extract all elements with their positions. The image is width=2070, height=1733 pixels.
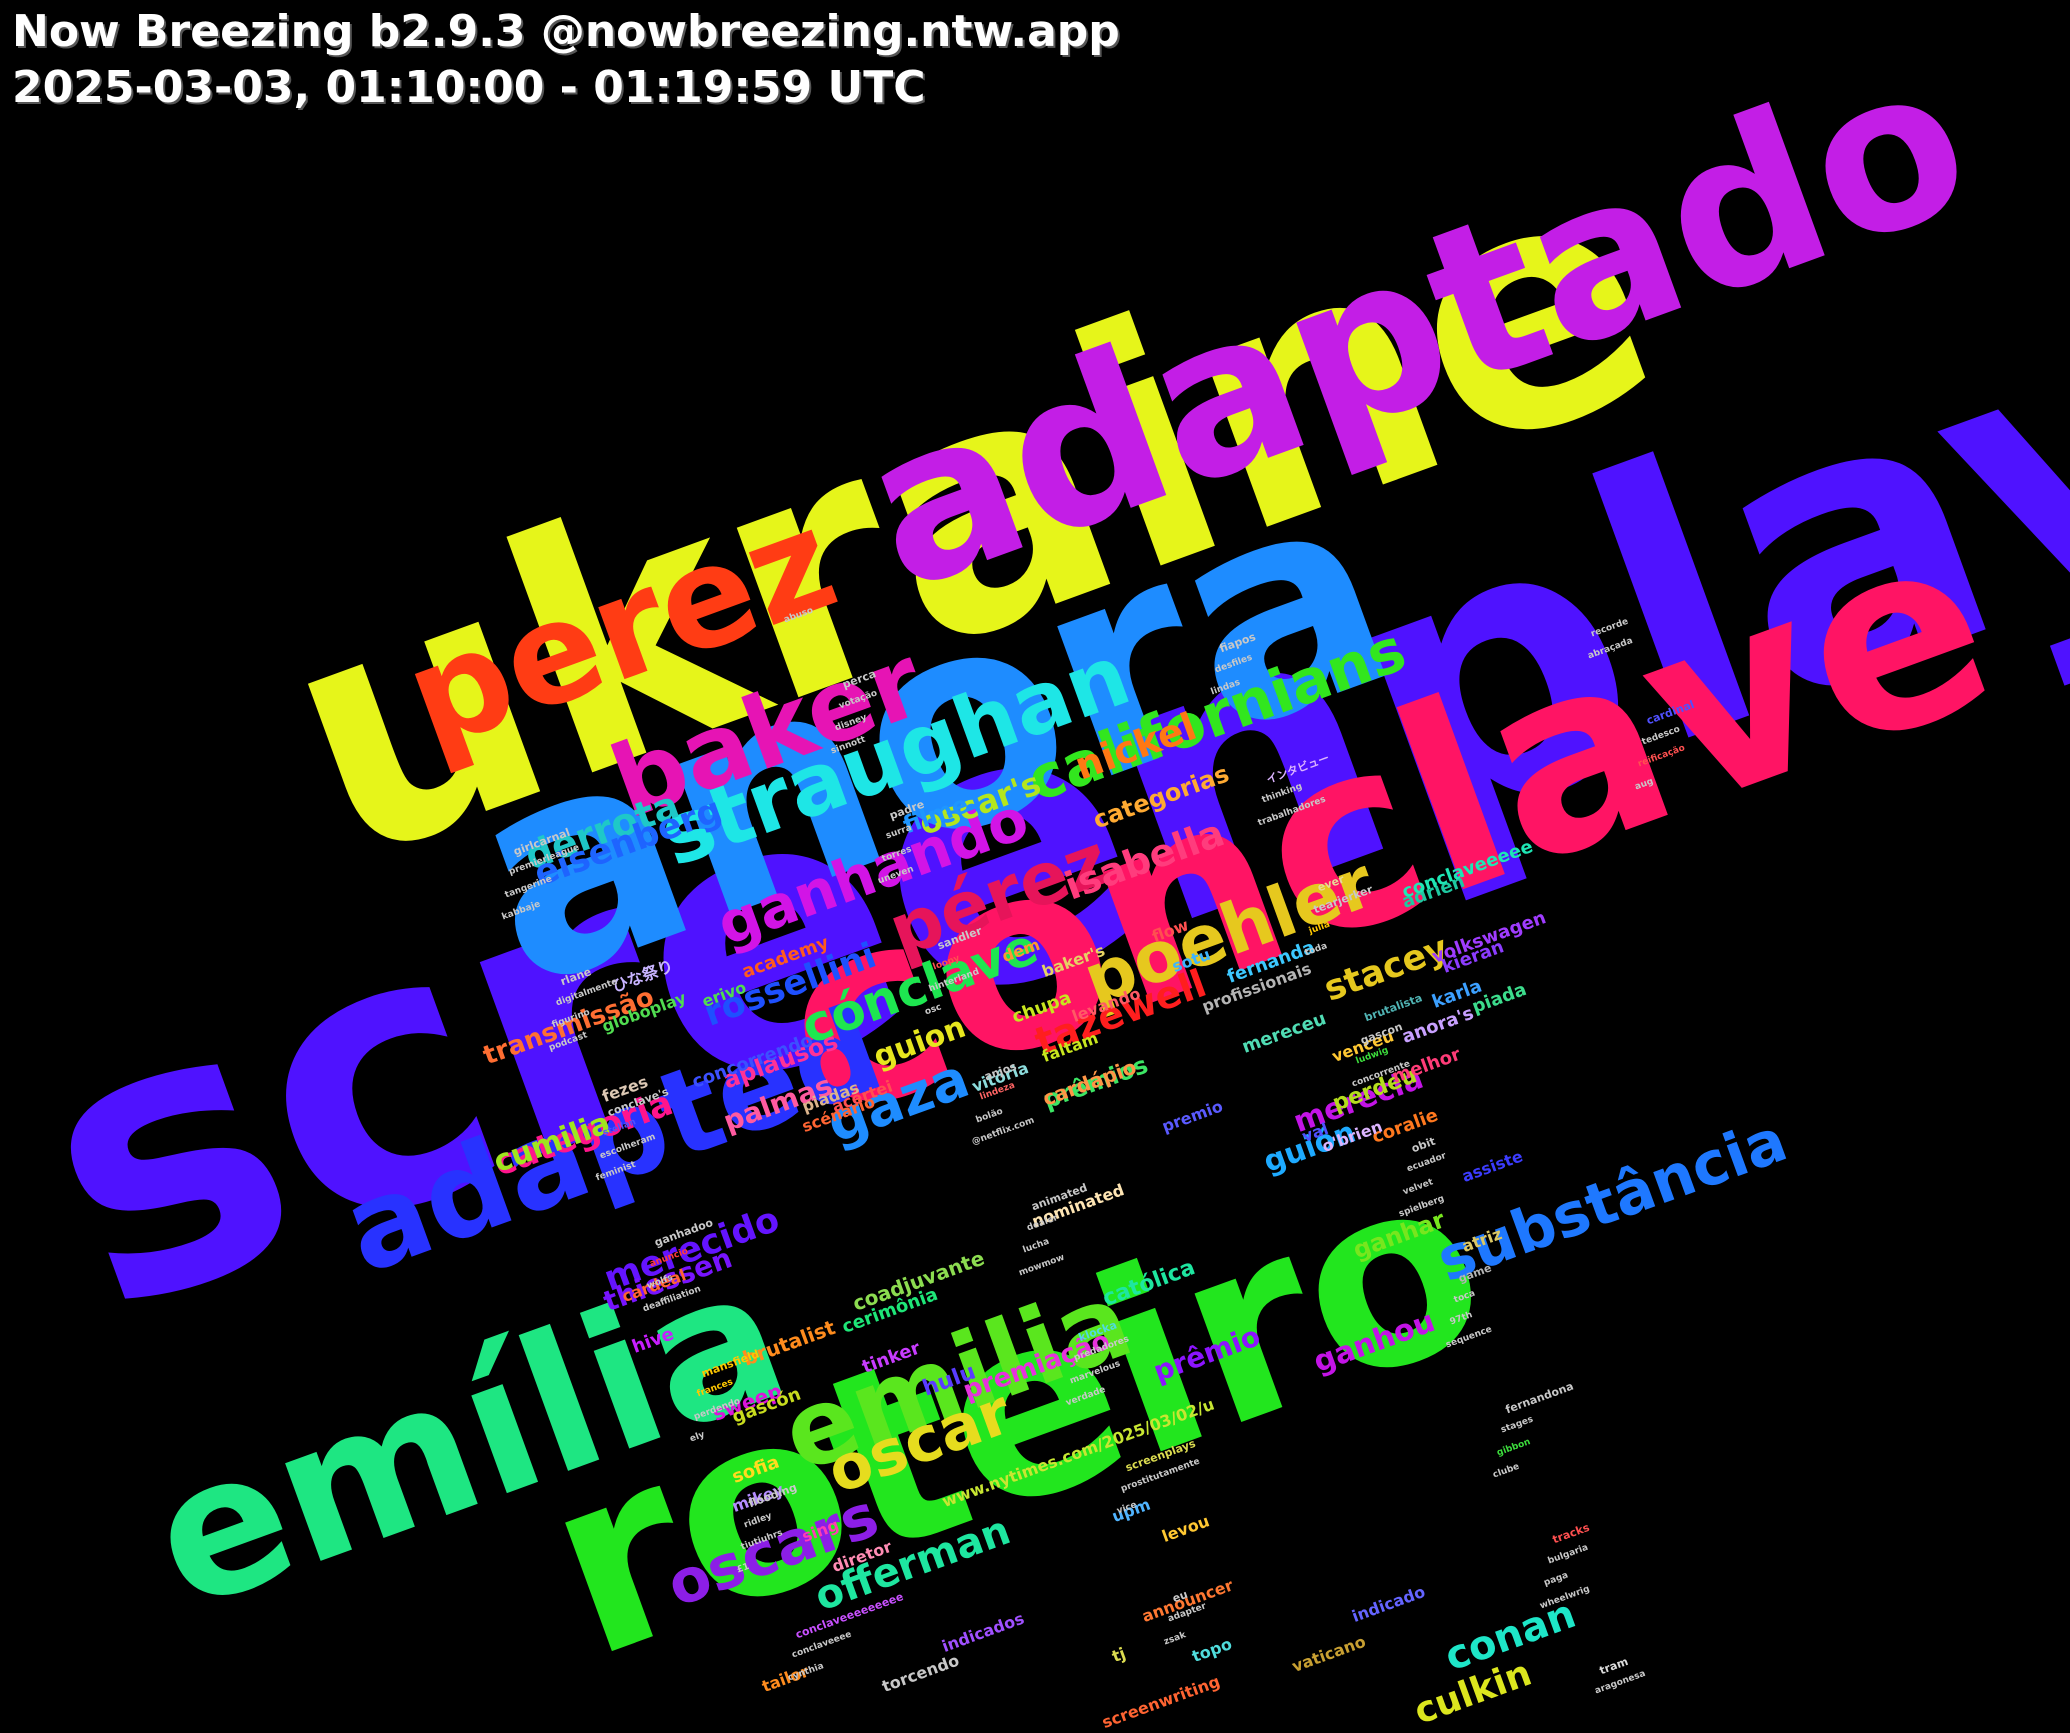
cloud-word-assiste: assiste xyxy=(1459,1146,1526,1186)
cloud-word-zsak: zsak xyxy=(1162,1629,1188,1648)
header-title: Now Breezing b2.9.3 @nowbreezing.ntw.app xyxy=(12,6,1120,57)
cloud-word-paga: paga xyxy=(1542,1570,1570,1589)
cloud-word-levou: levou xyxy=(1159,1511,1213,1546)
cloud-word-indicado: indicado xyxy=(1349,1581,1428,1626)
cloud-word-torcendo: torcendo xyxy=(879,1650,962,1696)
cloud-word-clube: clube xyxy=(1492,1461,1522,1481)
cloud-word-tram: tram xyxy=(1597,1654,1630,1677)
cloud-word-indicados: indicados xyxy=(939,1608,1027,1656)
cloud-word-screenwriting: screenwriting xyxy=(1099,1671,1223,1732)
cloud-word-premio: premio xyxy=(1159,1096,1226,1136)
cloud-word-gibbon: gibbon xyxy=(1495,1436,1533,1459)
cloud-word-topo: topo xyxy=(1189,1634,1235,1666)
header-timestamp: 2025-03-03, 01:10:00 - 01:19:59 UTC xyxy=(12,62,926,113)
cloud-word-stages: stages xyxy=(1499,1414,1535,1436)
cloud-word-tj: tj xyxy=(1109,1643,1129,1666)
cloud-word-brutalista: brutalista xyxy=(1362,991,1424,1025)
cloud-word-bulgaria: bulgaria xyxy=(1546,1542,1590,1566)
cloud-word-vaticano: vaticano xyxy=(1289,1631,1369,1676)
